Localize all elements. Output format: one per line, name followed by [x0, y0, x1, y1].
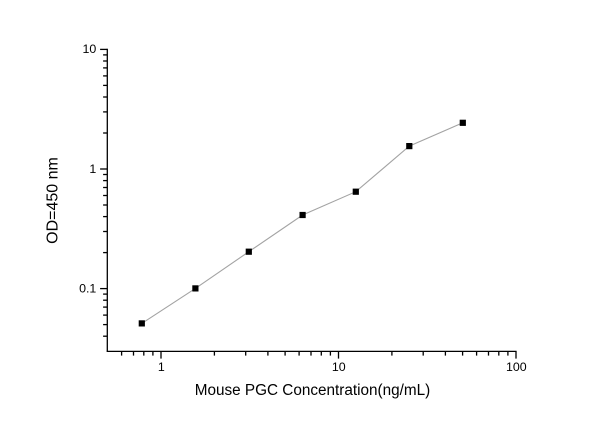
- svg-text:1: 1: [89, 162, 96, 176]
- svg-text:10: 10: [83, 42, 97, 56]
- svg-text:100: 100: [506, 360, 527, 374]
- svg-text:10: 10: [332, 360, 346, 374]
- svg-text:1: 1: [158, 360, 165, 374]
- svg-text:0.1: 0.1: [79, 282, 96, 296]
- svg-text:Mouse PGC Concentration(ng/mL): Mouse PGC Concentration(ng/mL): [195, 382, 431, 399]
- svg-text:OD=450 nm: OD=450 nm: [44, 157, 61, 244]
